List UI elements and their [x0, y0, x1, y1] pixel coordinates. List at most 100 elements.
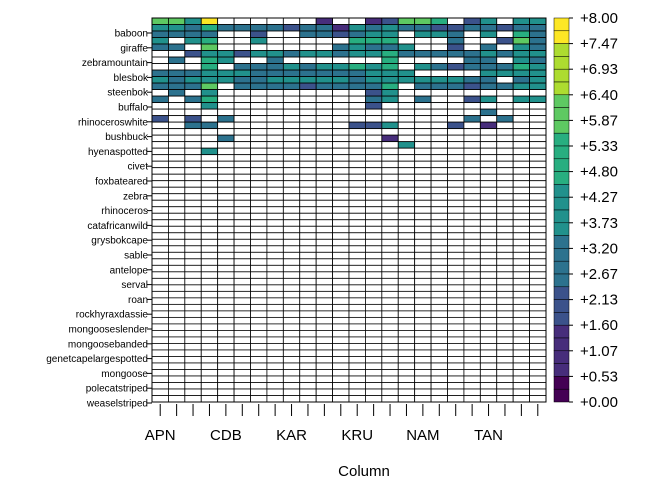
- heatmap-cell: [529, 69, 547, 77]
- heatmap-cell: [447, 369, 465, 377]
- heatmap-cell: [496, 121, 514, 130]
- heatmap-cell: [217, 356, 235, 364]
- heatmap-cell: [332, 316, 350, 325]
- heatmap-cell: [282, 212, 301, 221]
- heatmap-cell: [381, 173, 399, 182]
- heatmap-cell: [414, 284, 432, 292]
- heatmap-cell: [151, 271, 169, 279]
- heatmap-cell: [496, 303, 514, 312]
- heatmap-cell: [430, 89, 448, 97]
- heatmap-cell: [217, 362, 235, 370]
- heatmap-cell: [299, 50, 317, 58]
- heatmap-cell: [414, 102, 432, 110]
- heatmap-cell: [496, 245, 514, 253]
- heatmap-cell: [151, 50, 169, 58]
- heatmap-cell: [447, 17, 465, 25]
- heatmap-cell: [381, 82, 399, 90]
- heatmap-cell: [496, 382, 514, 390]
- heatmap-cell: [479, 56, 498, 64]
- heatmap-cell: [266, 343, 284, 351]
- heatmap-cell: [365, 186, 383, 195]
- heatmap-cell: [463, 82, 481, 90]
- heatmap-cell: [430, 193, 448, 201]
- heatmap-cell: [184, 141, 202, 149]
- heatmap-cell: [315, 173, 333, 182]
- heatmap-cell: [381, 121, 399, 130]
- heatmap-cell: [266, 356, 284, 364]
- heatmap-cell: [200, 173, 219, 182]
- heatmap-cell: [529, 330, 547, 338]
- heatmap-cell: [299, 212, 317, 221]
- heatmap-cell: [299, 76, 317, 84]
- heatmap-cell: [348, 186, 366, 195]
- heatmap-cell: [430, 245, 448, 253]
- heatmap-cell: [348, 43, 366, 51]
- heatmap-cell: [397, 115, 416, 123]
- heatmap-cell: [299, 193, 317, 201]
- heatmap-cell: [200, 225, 219, 234]
- heatmap-cell: [332, 121, 350, 130]
- heatmap-cell: [315, 382, 333, 390]
- heatmap-cell: [512, 297, 530, 305]
- heatmap-cell: [365, 76, 383, 84]
- heatmap-cell: [200, 63, 219, 71]
- heatmap-cell: [200, 336, 219, 344]
- heatmap-cell: [479, 343, 498, 351]
- heatmap-cell: [479, 199, 498, 208]
- heatmap-cell: [184, 43, 202, 51]
- heatmap-cell: [266, 219, 284, 227]
- heatmap-cell: [414, 212, 432, 221]
- heatmap-cell: [430, 206, 448, 214]
- heatmap-cell: [200, 284, 219, 292]
- heatmap-cell: [348, 284, 366, 292]
- heatmap-cell: [200, 102, 219, 110]
- heatmap-cell: [200, 115, 219, 123]
- heatmap-cell: [381, 375, 399, 383]
- heatmap-cell: [479, 102, 498, 110]
- heatmap-cell: [151, 43, 169, 51]
- heatmap-cell: [151, 330, 169, 338]
- colorbar-swatch: [553, 68, 570, 83]
- heatmap-cell: [299, 95, 317, 104]
- heatmap-cell: [332, 395, 350, 403]
- heatmap-cell: [282, 336, 301, 344]
- heatmap-cell: [151, 225, 169, 234]
- heatmap-cell: [447, 121, 465, 130]
- heatmap-cell: [217, 264, 235, 273]
- heatmap-cell: [381, 251, 399, 260]
- heatmap-cell: [414, 343, 432, 351]
- heatmap-cell: [200, 180, 219, 188]
- heatmap-cell: [348, 89, 366, 97]
- heatmap-cell: [365, 193, 383, 201]
- heatmap-cell: [414, 206, 432, 214]
- heatmap-cell: [168, 102, 186, 110]
- heatmap-cell: [315, 277, 333, 286]
- colorbar-tick-label: +5.87: [580, 112, 618, 129]
- heatmap-cell: [282, 115, 301, 123]
- y-tick-label: steenbok: [107, 88, 149, 99]
- heatmap-cell: [282, 173, 301, 182]
- heatmap-cell: [365, 303, 383, 312]
- heatmap-cell: [315, 212, 333, 221]
- heatmap-cell: [315, 121, 333, 130]
- heatmap-cell: [200, 95, 219, 104]
- heatmap-cell: [299, 258, 317, 266]
- heatmap-cell: [299, 330, 317, 338]
- heatmap-cell: [233, 63, 251, 71]
- heatmap-cell: [184, 343, 202, 351]
- heatmap-cell: [512, 108, 530, 117]
- heatmap-cell: [217, 134, 235, 143]
- heatmap-cell: [348, 316, 366, 325]
- heatmap-cell: [217, 43, 235, 51]
- heatmap-cell: [496, 258, 514, 266]
- heatmap-cell: [315, 297, 333, 305]
- heatmap-cell: [217, 245, 235, 253]
- heatmap-cell: [463, 323, 481, 331]
- heatmap-cell: [463, 30, 481, 38]
- heatmap-cell: [348, 50, 366, 58]
- heatmap-cell: [479, 141, 498, 149]
- heatmap-cell: [151, 277, 169, 286]
- heatmap-cell: [348, 173, 366, 182]
- heatmap-cell: [381, 24, 399, 32]
- heatmap-cell: [168, 303, 186, 312]
